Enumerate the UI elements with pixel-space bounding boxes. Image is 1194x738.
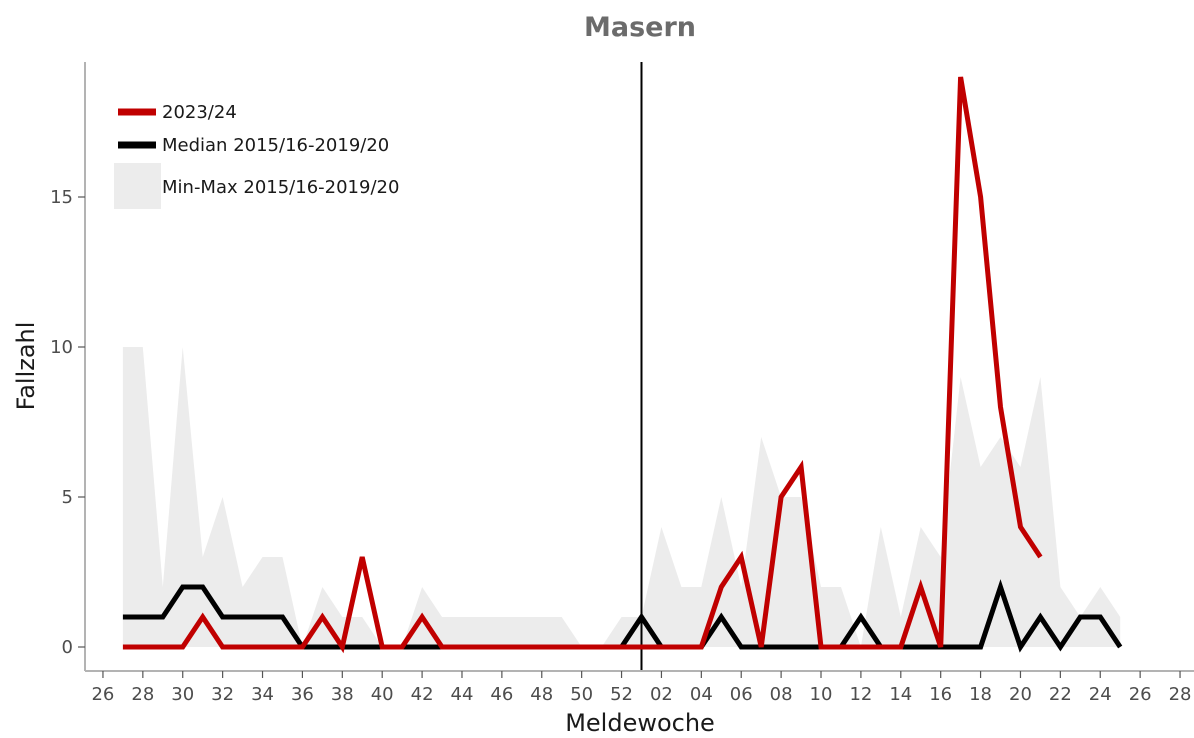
legend: 2023/24 Median 2015/16-2019/20 Min-Max 2… [114, 102, 399, 209]
x-tick-label: 08 [770, 684, 793, 705]
min-max-band [122, 347, 1121, 647]
plot-area [122, 62, 1123, 671]
x-tick-label: 22 [1049, 684, 1072, 705]
x-tick-label: 46 [490, 684, 513, 705]
x-axis-ticks: 26 28 30 32 34 36 38 40 42 44 46 48 50 52 02 04 06 08 10 12… [91, 671, 1191, 705]
x-tick-label: 48 [530, 684, 553, 705]
x-tick-label: 06 [730, 684, 753, 705]
y-axis-title: Fallzahl [12, 322, 40, 411]
x-tick-label: 44 [451, 684, 474, 705]
x-tick-label: 32 [211, 684, 234, 705]
x-tick-label: 24 [1089, 684, 1112, 705]
x-tick-label: 14 [889, 684, 912, 705]
x-tick-label: 18 [969, 684, 992, 705]
x-tick-label: 42 [411, 684, 434, 705]
x-tick-label: 50 [570, 684, 593, 705]
x-tick-label: 10 [810, 684, 833, 705]
y-axis-ticks: 0 5 10 15 [50, 187, 85, 658]
x-tick-label: 28 [1169, 684, 1192, 705]
x-tick-label: 36 [291, 684, 314, 705]
y-tick-label: 10 [50, 337, 73, 358]
x-tick-label: 30 [171, 684, 194, 705]
x-tick-label: 26 [91, 684, 114, 705]
x-tick-label: 12 [849, 684, 872, 705]
y-tick-label: 5 [62, 487, 73, 508]
x-tick-label: 02 [650, 684, 673, 705]
chart-title: Masern [584, 12, 696, 43]
y-tick-label: 15 [50, 187, 73, 208]
x-tick-label: 38 [331, 684, 354, 705]
x-tick-label: 20 [1009, 684, 1032, 705]
x-axis-title: Meldewoche [565, 709, 715, 737]
legend-label-2023-24: 2023/24 [162, 102, 237, 123]
x-tick-label: 40 [371, 684, 394, 705]
x-tick-label: 04 [690, 684, 713, 705]
current-season-line [122, 76, 1043, 654]
x-tick-label: 34 [251, 684, 274, 705]
y-tick-label: 0 [62, 637, 73, 658]
x-tick-label: 16 [929, 684, 952, 705]
x-tick-label: 26 [1129, 684, 1152, 705]
legend-label-median: Median 2015/16-2019/20 [162, 135, 389, 156]
x-tick-label: 28 [131, 684, 154, 705]
legend-label-min-max: Min-Max 2015/16-2019/20 [162, 177, 399, 198]
x-tick-label: 52 [610, 684, 633, 705]
legend-swatch-min-max [114, 163, 161, 209]
